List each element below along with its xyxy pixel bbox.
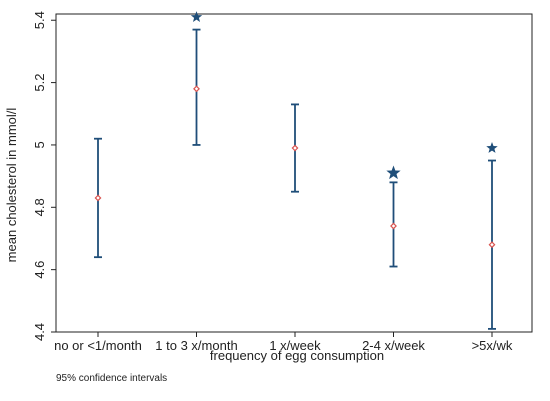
y-tick-label: 5.2 (32, 74, 47, 92)
significance-star (486, 142, 498, 153)
y-tick-label: 4.4 (32, 323, 47, 341)
x-tick-label: 1 to 3 x/month (155, 338, 237, 353)
y-tick-label: 5 (32, 141, 47, 148)
x-axis-title: frequency of egg consumption (210, 348, 384, 363)
plot-frame (55, 13, 533, 333)
mean-marker (94, 194, 102, 202)
y-tick-label: 5.4 (32, 11, 47, 29)
mean-marker (488, 241, 496, 249)
chart-note: 95% confidence intervals (56, 373, 167, 384)
significance-star (386, 165, 401, 180)
y-axis-title: mean cholesterol in mmol/l (4, 108, 19, 263)
x-tick-label: 2-4 x/week (362, 338, 425, 353)
y-tick-label: 4.6 (32, 261, 47, 279)
y-tick-label: 4.8 (32, 198, 47, 216)
mean-marker (291, 144, 299, 152)
mean-marker (390, 222, 397, 230)
x-tick-label: 1 x/week (269, 338, 321, 353)
significance-star (190, 11, 203, 22)
x-tick-label: no or <1/month (54, 338, 142, 353)
mean-marker (193, 85, 200, 93)
x-tick-label: >5x/wk (472, 338, 513, 353)
